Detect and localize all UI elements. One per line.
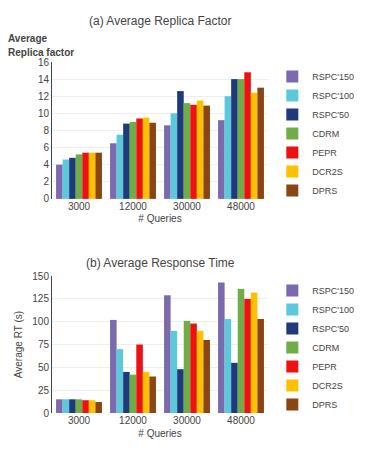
svg-text:Replica factor: Replica factor <box>8 47 74 58</box>
svg-text:0: 0 <box>43 193 49 204</box>
svg-text:(b) Average Response Time: (b) Average Response Time <box>86 256 235 270</box>
svg-text:4: 4 <box>43 159 49 170</box>
svg-text:CDRM: CDRM <box>312 343 339 353</box>
svg-text:DCR2S: DCR2S <box>312 381 343 391</box>
svg-text:RSPC'50: RSPC'50 <box>312 110 349 120</box>
svg-text:RSPC'100: RSPC'100 <box>312 91 354 101</box>
svg-text:DPRS: DPRS <box>312 400 337 410</box>
svg-text:# Queries: # Queries <box>138 213 181 224</box>
svg-text:30000: 30000 <box>173 415 201 426</box>
svg-text:3000: 3000 <box>68 415 91 426</box>
svg-text:DPRS: DPRS <box>312 186 337 196</box>
svg-text:RSPC'150: RSPC'150 <box>312 286 354 296</box>
svg-text:PEPR: PEPR <box>312 362 337 372</box>
svg-text:100: 100 <box>32 316 49 327</box>
svg-text:(a) Average Replica Factor: (a) Average Replica Factor <box>89 14 232 28</box>
svg-text:PEPR: PEPR <box>312 148 337 158</box>
svg-text:RSPC'50: RSPC'50 <box>312 324 349 334</box>
svg-text:30000: 30000 <box>173 201 201 212</box>
svg-text:12: 12 <box>38 91 50 102</box>
svg-text:6: 6 <box>43 142 49 153</box>
svg-text:8: 8 <box>43 125 49 136</box>
svg-text:0: 0 <box>43 408 49 419</box>
svg-text:3000: 3000 <box>68 201 91 212</box>
svg-text:CDRM: CDRM <box>312 129 339 139</box>
svg-text:DCR2S: DCR2S <box>312 167 343 177</box>
svg-text:2: 2 <box>43 176 49 187</box>
svg-text:RSPC'150: RSPC'150 <box>312 72 354 82</box>
svg-text:125: 125 <box>32 293 49 304</box>
svg-text:Average RT (s): Average RT (s) <box>13 311 24 378</box>
svg-text:10: 10 <box>38 108 50 119</box>
svg-text:150: 150 <box>32 271 49 282</box>
svg-text:RSPC'100: RSPC'100 <box>312 305 354 315</box>
svg-text:48000: 48000 <box>227 415 255 426</box>
svg-text:# Queries: # Queries <box>138 428 181 439</box>
svg-text:75: 75 <box>38 339 50 350</box>
svg-text:25: 25 <box>38 385 50 396</box>
svg-text:16: 16 <box>38 57 50 68</box>
svg-text:14: 14 <box>38 74 50 85</box>
svg-text:Average: Average <box>8 33 48 44</box>
svg-text:12000: 12000 <box>119 201 147 212</box>
svg-text:12000: 12000 <box>119 415 147 426</box>
svg-text:48000: 48000 <box>227 201 255 212</box>
svg-text:50: 50 <box>38 362 50 373</box>
